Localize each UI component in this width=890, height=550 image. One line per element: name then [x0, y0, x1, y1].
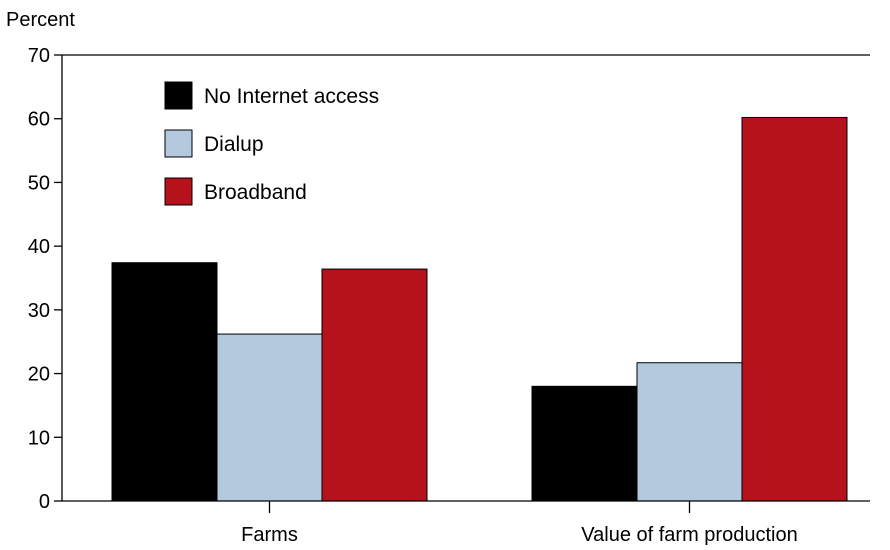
y-tick-label-70: 70	[28, 45, 50, 67]
legend-label-broadband: Broadband	[204, 181, 307, 204]
bars-layer	[111, 116, 848, 502]
axes-layer: 0 10 20 30 40 50 60 70 Farms Value of farm produc…	[28, 45, 870, 546]
x-category-label-0: Farms	[241, 524, 298, 546]
x-category-label-1: Value of farm production	[581, 524, 797, 546]
bar-farms-no-internet-access	[111, 262, 218, 502]
bar-value-of-farm-production-broadband	[741, 116, 848, 502]
bar-value-of-farm-production-dialup	[636, 362, 743, 502]
legend-swatch-no-internet-access	[164, 81, 193, 110]
bar-farms-dialup	[216, 333, 323, 502]
y-tick-label-30: 30	[28, 300, 50, 322]
legend-label-dialup: Dialup	[204, 133, 264, 156]
legend: No Internet access Dialup Broadband	[164, 81, 379, 206]
y-tick-label-20: 20	[28, 364, 50, 386]
bar-farms-broadband	[321, 268, 428, 502]
y-axis-label: Percent	[6, 9, 75, 31]
bar-value-of-farm-production-no-internet-access	[531, 385, 638, 502]
y-tick-label-60: 60	[28, 109, 50, 131]
y-tick-label-50: 50	[28, 172, 50, 194]
legend-swatch-dialup	[164, 129, 193, 158]
y-tick-label-10: 10	[28, 427, 50, 449]
y-tick-label-40: 40	[28, 236, 50, 258]
y-tick-label-0: 0	[39, 491, 50, 513]
legend-label-no-internet-access: No Internet access	[204, 85, 379, 108]
legend-swatch-broadband	[164, 177, 193, 206]
